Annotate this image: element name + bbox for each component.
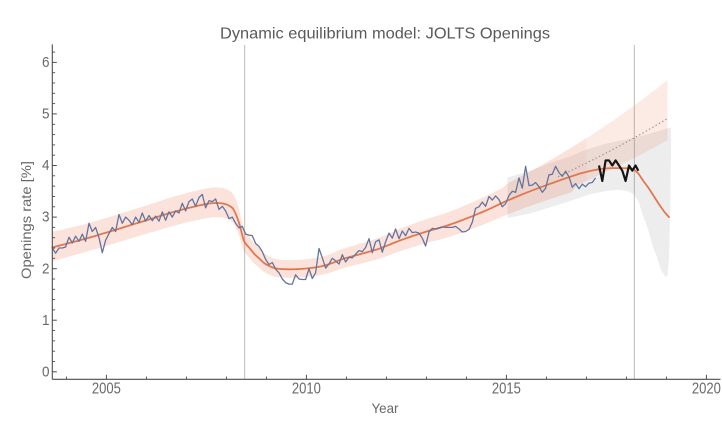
- svg-text:Year: Year: [372, 400, 399, 416]
- svg-text:0: 0: [42, 363, 50, 380]
- svg-text:5: 5: [42, 106, 50, 123]
- svg-text:2015: 2015: [492, 381, 521, 398]
- svg-text:6: 6: [42, 54, 50, 71]
- svg-text:1: 1: [42, 312, 50, 329]
- svg-text:2020: 2020: [692, 381, 721, 398]
- svg-text:3: 3: [42, 209, 50, 226]
- svg-text:2: 2: [42, 260, 50, 277]
- svg-text:2005: 2005: [92, 381, 121, 398]
- svg-text:Dynamic equilibrium model: JOL: Dynamic equilibrium model: JOLTS Opening…: [220, 26, 550, 43]
- svg-text:4: 4: [42, 157, 50, 174]
- svg-text:Openings rate [%]: Openings rate [%]: [18, 161, 34, 279]
- svg-text:2010: 2010: [292, 381, 321, 398]
